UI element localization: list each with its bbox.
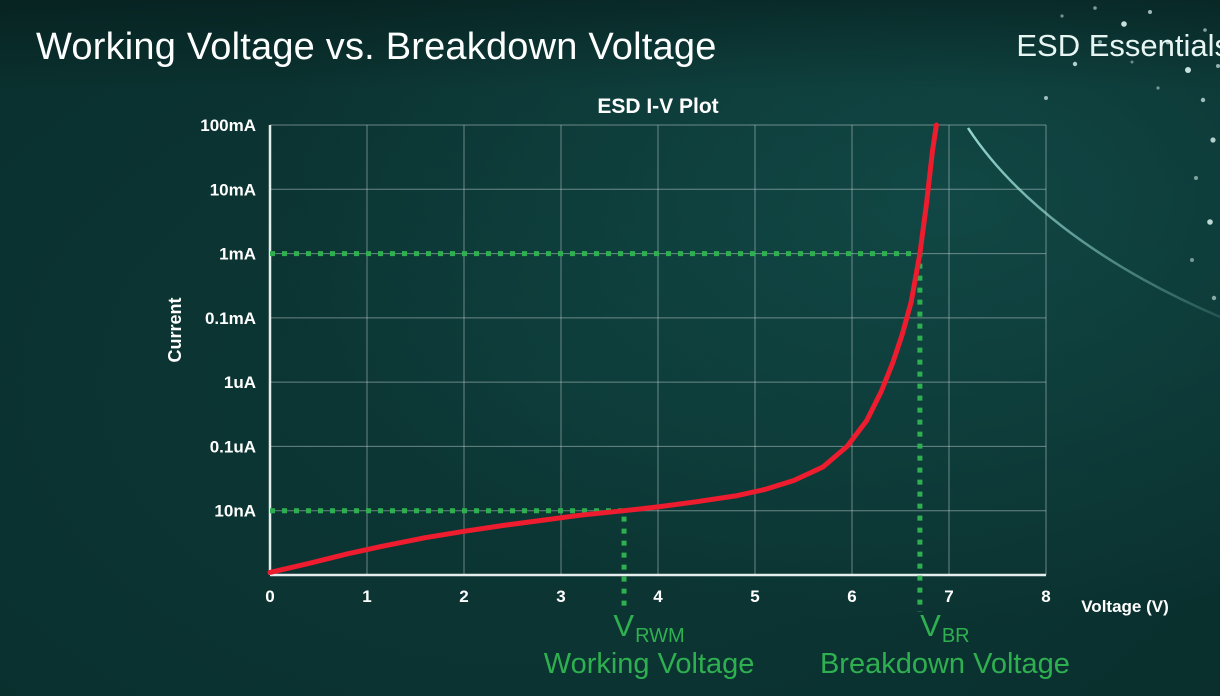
y-axis-label: Current [165, 297, 185, 363]
y-tick-label: 10mA [210, 180, 256, 199]
x-tick-label: 2 [459, 587, 468, 606]
x-axis-label: Voltage (V) [1081, 597, 1169, 616]
y-tick-label: 1uA [224, 373, 256, 392]
y-tick-label: 0.1mA [205, 309, 256, 328]
x-tick-label: 0 [265, 587, 274, 606]
y-tick-label: 10nA [214, 502, 256, 521]
x-tick-label: 4 [653, 587, 663, 606]
x-tick-label: 7 [944, 587, 953, 606]
guide-line-rwm [270, 508, 627, 612]
iv-curve [267, 122, 939, 575]
x-tick-label: 6 [847, 587, 856, 606]
v-symbol-subscript: RWM [635, 625, 685, 647]
vrwm-caption: Working Voltage [543, 648, 755, 680]
v-symbol-subscript: BR [941, 625, 970, 647]
v-symbol-text: V [920, 608, 941, 643]
x-tick-label: 1 [362, 587, 371, 606]
decorative-stars [1044, 6, 1220, 301]
chart-title: ESD I-V Plot [597, 95, 719, 118]
v-symbol-text: V [613, 608, 635, 643]
vbr-symbol: VBR [820, 609, 1070, 647]
annotation-vbr: VBR Breakdown Voltage [820, 609, 1070, 681]
annotation-vrwm: VRWM Working Voltage [544, 609, 755, 681]
slide-title: Working Voltage vs. Breakdown Voltage [36, 26, 717, 68]
x-tick-label: 8 [1041, 587, 1050, 606]
y-tick-label: 100mA [200, 116, 256, 135]
vbr-caption: Breakdown Voltage [819, 648, 1070, 680]
vrwm-symbol: VRWM [544, 609, 755, 647]
decorative-swoosh [966, 127, 1220, 319]
background-shade [0, 0, 1220, 90]
x-tick-label: 3 [556, 587, 565, 606]
x-tick-label: 5 [750, 587, 759, 606]
brand-logo-text: ESD Essentials [1016, 28, 1220, 63]
y-tick-label: 1mA [219, 245, 256, 264]
y-tick-label: 0.1uA [210, 437, 256, 456]
